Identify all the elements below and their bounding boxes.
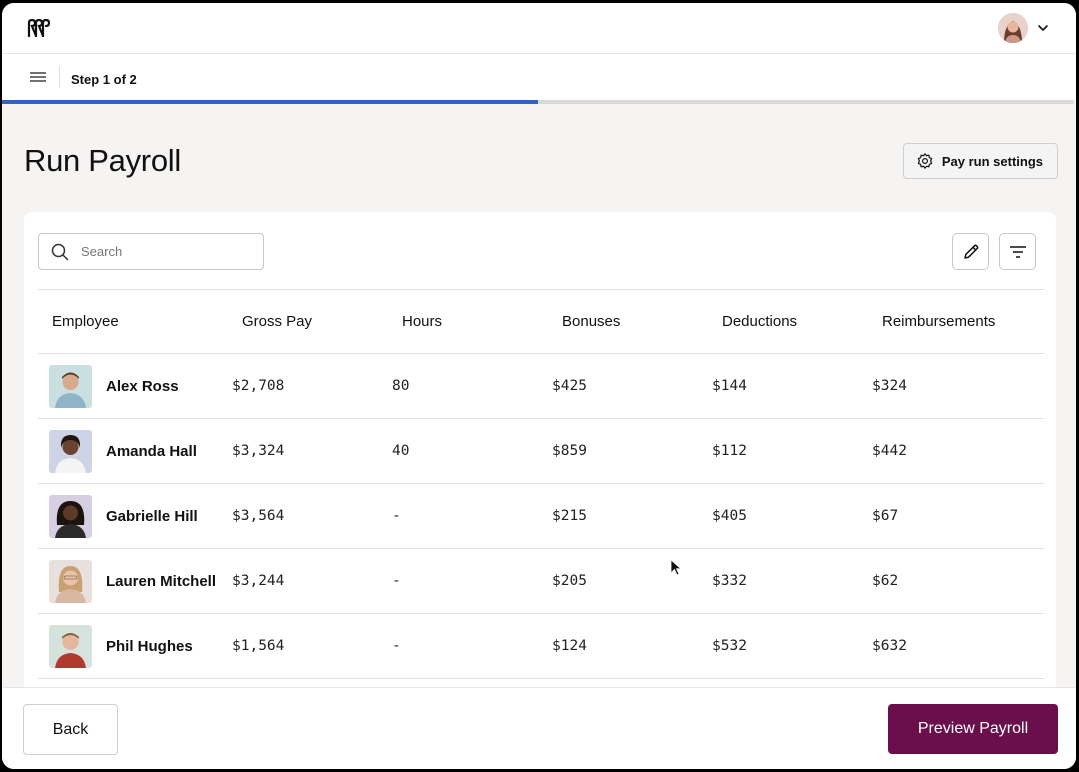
- hours-cell: -: [388, 548, 548, 614]
- reimbursements-cell: $324: [868, 353, 1044, 419]
- page-title: Run Payroll: [24, 143, 181, 178]
- hours-cell: 80: [388, 353, 548, 419]
- hours-cell: 40: [388, 418, 548, 484]
- bonuses-cell: $124: [548, 613, 708, 679]
- reimbursements-cell: $632: [868, 613, 1044, 679]
- deductions-cell: $405: [708, 483, 868, 549]
- preview-payroll-button[interactable]: Preview Payroll: [888, 704, 1058, 754]
- table-row[interactable]: Amanda Hall $3,324 40 $859 $112 $442: [38, 418, 1044, 484]
- step-bar: Step 1 of 2: [2, 54, 1076, 100]
- back-button[interactable]: Back: [23, 704, 118, 755]
- bonuses-cell: $425: [548, 353, 708, 419]
- deductions-cell: $332: [708, 548, 868, 614]
- deductions-cell: $144: [708, 353, 868, 419]
- table-header-row: Employee Gross Pay Hours Bonuses Deducti…: [38, 289, 1044, 354]
- search-input[interactable]: [81, 244, 241, 259]
- employee-photo: [49, 364, 92, 408]
- pay-run-settings-button[interactable]: Pay run settings: [902, 143, 1058, 179]
- hours-cell: -: [388, 613, 548, 679]
- employee-cell: Gabrielle Hill: [42, 494, 228, 538]
- employee-name: Phil Hughes: [106, 637, 193, 655]
- progress-bar: [2, 100, 1074, 104]
- gross-pay-cell: $1,564: [228, 613, 388, 679]
- gear-icon: [917, 153, 933, 169]
- employee-name: Alex Ross: [106, 377, 179, 395]
- employee-name: Amanda Hall: [106, 442, 197, 460]
- menu-icon[interactable]: [28, 69, 48, 85]
- avatar: [998, 13, 1028, 43]
- chevron-down-icon: [1038, 25, 1048, 32]
- payroll-table: Employee Gross Pay Hours Bonuses Deducti…: [38, 289, 1044, 679]
- reimbursements-cell: $62: [868, 548, 1044, 614]
- pay-run-settings-label: Pay run settings: [941, 153, 1043, 169]
- logo-icon[interactable]: [26, 19, 50, 37]
- gross-pay-cell: $2,708: [228, 353, 388, 419]
- divider: [59, 66, 60, 88]
- employee-cell: Amanda Hall: [42, 429, 228, 473]
- mouse-cursor-icon: [670, 559, 682, 576]
- employee-cell: Alex Ross: [42, 364, 228, 408]
- filter-icon: [1009, 245, 1026, 258]
- column-header[interactable]: Deductions: [708, 289, 868, 354]
- bonuses-cell: $215: [548, 483, 708, 549]
- top-bar: [2, 3, 1076, 54]
- employee-photo: [49, 624, 92, 668]
- bonuses-cell: $205: [548, 548, 708, 614]
- reimbursements-cell: $67: [868, 483, 1044, 549]
- column-header[interactable]: Bonuses: [548, 289, 708, 354]
- gross-pay-cell: $3,564: [228, 483, 388, 549]
- footer-bar: Back Preview Payroll: [2, 687, 1076, 769]
- search-icon: [51, 243, 69, 260]
- step-label: Step 1 of 2: [71, 72, 137, 87]
- employee-photo: [49, 559, 92, 603]
- column-header[interactable]: Reimbursements: [868, 289, 1044, 354]
- reimbursements-cell: $442: [868, 418, 1044, 484]
- table-row[interactable]: Gabrielle Hill $3,564 - $215 $405 $67: [38, 483, 1044, 549]
- payroll-card: Employee Gross Pay Hours Bonuses Deducti…: [24, 212, 1056, 712]
- gross-pay-cell: $3,244: [228, 548, 388, 614]
- employee-name: Gabrielle Hill: [106, 507, 198, 525]
- employee-cell: Phil Hughes: [42, 624, 228, 668]
- edit-button[interactable]: [952, 233, 989, 270]
- gross-pay-cell: $3,324: [228, 418, 388, 484]
- bonuses-cell: $859: [548, 418, 708, 484]
- column-header[interactable]: Gross Pay: [228, 289, 388, 354]
- employee-name: Lauren Mitchell: [106, 572, 217, 590]
- column-header[interactable]: Employee: [38, 289, 228, 354]
- table-row[interactable]: Alex Ross $2,708 80 $425 $144 $324: [38, 353, 1044, 419]
- employee-photo: [49, 494, 92, 538]
- table-row[interactable]: Phil Hughes $1,564 - $124 $532 $632: [38, 613, 1044, 679]
- pencil-icon: [963, 244, 978, 259]
- app-window: Step 1 of 2 Run Payroll Pay run settings: [2, 3, 1076, 769]
- hours-cell: -: [388, 483, 548, 549]
- search-box[interactable]: [38, 233, 264, 270]
- employee-photo: [49, 429, 92, 473]
- account-menu-button[interactable]: [998, 13, 1050, 43]
- employee-cell: Lauren Mitchell: [42, 559, 228, 603]
- progress-fill: [2, 100, 538, 104]
- column-header[interactable]: Hours: [388, 289, 548, 354]
- deductions-cell: $112: [708, 418, 868, 484]
- deductions-cell: $532: [708, 613, 868, 679]
- table-row[interactable]: Lauren Mitchell $3,244 - $205 $332 $62: [38, 548, 1044, 614]
- filter-button[interactable]: [999, 233, 1036, 270]
